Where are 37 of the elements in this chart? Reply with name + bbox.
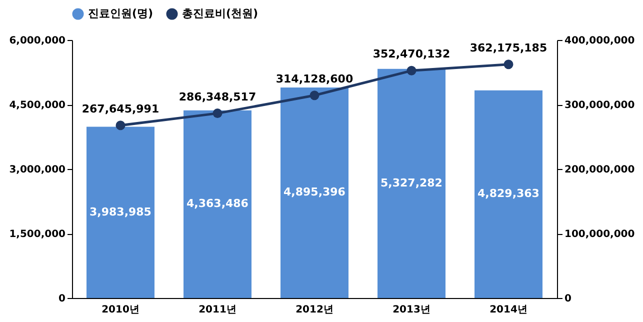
point	[310, 90, 320, 100]
data-label: 4,895,396	[284, 186, 346, 199]
bar	[474, 90, 542, 298]
x-tick-label: 2011년	[198, 304, 236, 316]
bar	[86, 126, 154, 298]
y-tick-label: 1,500,000	[9, 229, 66, 240]
y2-tick-label: 0	[564, 294, 572, 304]
bar	[378, 68, 446, 298]
y2-tick-label: 300,000,000	[564, 100, 635, 111]
y-tick-label: 3,000,000	[9, 164, 66, 176]
y2-tick-label: 100,000,000	[564, 229, 635, 240]
legend-label: 총진료비(천원)	[182, 7, 258, 20]
y-tick-label: 6,000,000	[9, 36, 66, 46]
x-tick-label: 2010년	[102, 304, 140, 316]
legend-label: 진료인원(명)	[88, 7, 154, 20]
data-label: 286,348,517	[178, 90, 256, 104]
data-label: 3,983,985	[90, 205, 152, 218]
point	[504, 60, 514, 70]
x-tick-label: 2012년	[296, 304, 334, 316]
data-label: 314,128,600	[276, 72, 354, 86]
data-label: 5,327,282	[380, 176, 442, 190]
bar	[184, 110, 252, 298]
y2-tick-label: 400,000,000	[564, 36, 635, 46]
data-label: 362,175,185	[470, 41, 548, 54]
x-tick-label: 2013년	[392, 304, 430, 316]
point	[116, 120, 126, 130]
data-label: 4,829,363	[478, 187, 540, 200]
x-tick-label: 2014년	[490, 304, 528, 316]
data-label: 4,363,486	[186, 197, 249, 210]
y2-tick-label: 200,000,000	[564, 164, 635, 176]
point	[212, 108, 222, 118]
data-label: 352,470,132	[372, 48, 450, 61]
y-tick-label: 4,500,000	[9, 100, 66, 111]
y-tick-label: 0	[58, 294, 66, 304]
bar	[280, 88, 348, 298]
point	[406, 66, 416, 76]
data-label: 267,645,991	[82, 102, 160, 116]
